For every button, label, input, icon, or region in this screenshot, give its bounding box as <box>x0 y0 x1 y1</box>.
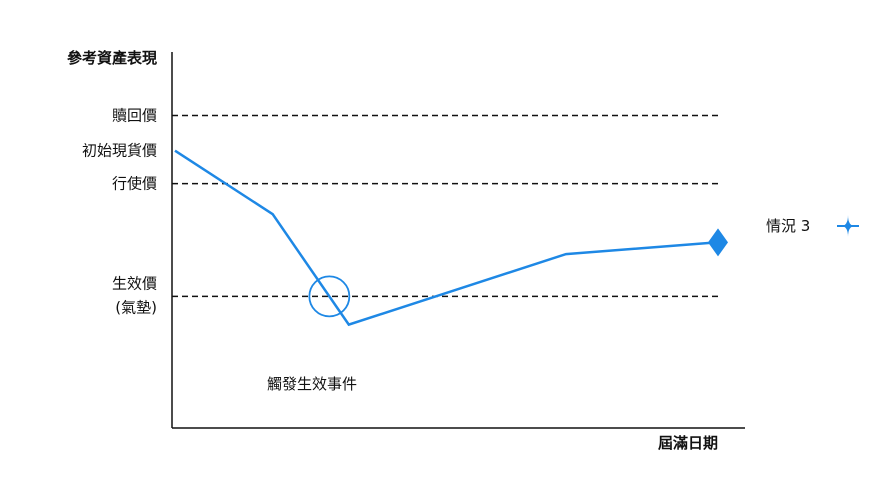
asset-path-line <box>174 149 719 327</box>
level-label-strike: 行使價 <box>112 175 157 193</box>
end-diamond-marker <box>708 228 728 257</box>
level-sublabel-knockin: (氣墊) <box>115 298 157 316</box>
level-label-call: 贖回價 <box>112 106 157 124</box>
level-label-initial: 初始現貨價 <box>82 142 157 160</box>
level-lines <box>172 114 722 298</box>
y-axis-title: 參考資產表現 <box>67 49 157 67</box>
level-label-knockin: 生效價 <box>112 274 157 292</box>
knockin-event-label: 觸發生效事件 <box>267 375 357 393</box>
knockin-event-circle <box>308 275 351 318</box>
scenario-label: 情況 3 <box>766 217 810 235</box>
x-axis-title: 屆滿日期 <box>658 434 718 452</box>
